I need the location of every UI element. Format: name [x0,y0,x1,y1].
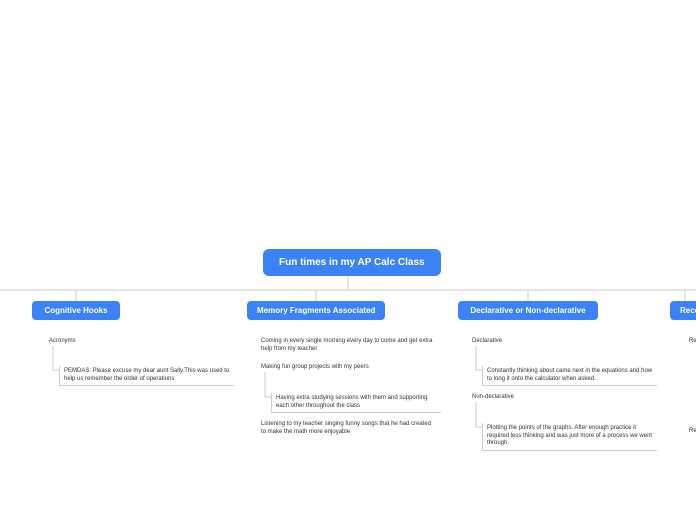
leaf-title: Making fun group projects with my peers [261,364,436,372]
leaf-text: forget overly [0,364,20,379]
branch-memory[interactable]: Memory Fragments Associated [247,301,385,320]
leaf-child: PEMDAS: Please excuse my dear aunt Sally… [59,366,234,386]
leaf-text: Coming in every single morning every day… [261,338,436,353]
branch-declarative[interactable]: Declarative or Non-declarative [458,301,598,320]
leaf-text: Reco [689,338,696,346]
branch-cognitive[interactable]: Cognitive Hooks [32,301,120,320]
leaf-text: Reco [689,428,696,436]
root-node[interactable]: Fun times in my AP Calc Class [263,249,441,276]
leaf-text: 4 I am [0,491,15,499]
leaf-title: Acronyms [49,338,219,346]
leaf-title: Declarative [472,338,647,346]
branch-reco[interactable]: Reco [670,301,696,320]
leaf-child: Having extra studying sessions with them… [271,393,441,413]
leaf-text: offee. early [0,428,15,443]
leaf-text: Listening to my teacher singing funny so… [261,421,436,436]
mindmap-canvas: Fun times in my AP Calc Class Cognitive … [0,0,696,520]
leaf-title: Non-declarative [472,394,647,402]
leaf-child: Constantly thinking about came next in t… [482,366,657,386]
leaf-child: Plotting the points of the graphs. After… [482,423,657,451]
